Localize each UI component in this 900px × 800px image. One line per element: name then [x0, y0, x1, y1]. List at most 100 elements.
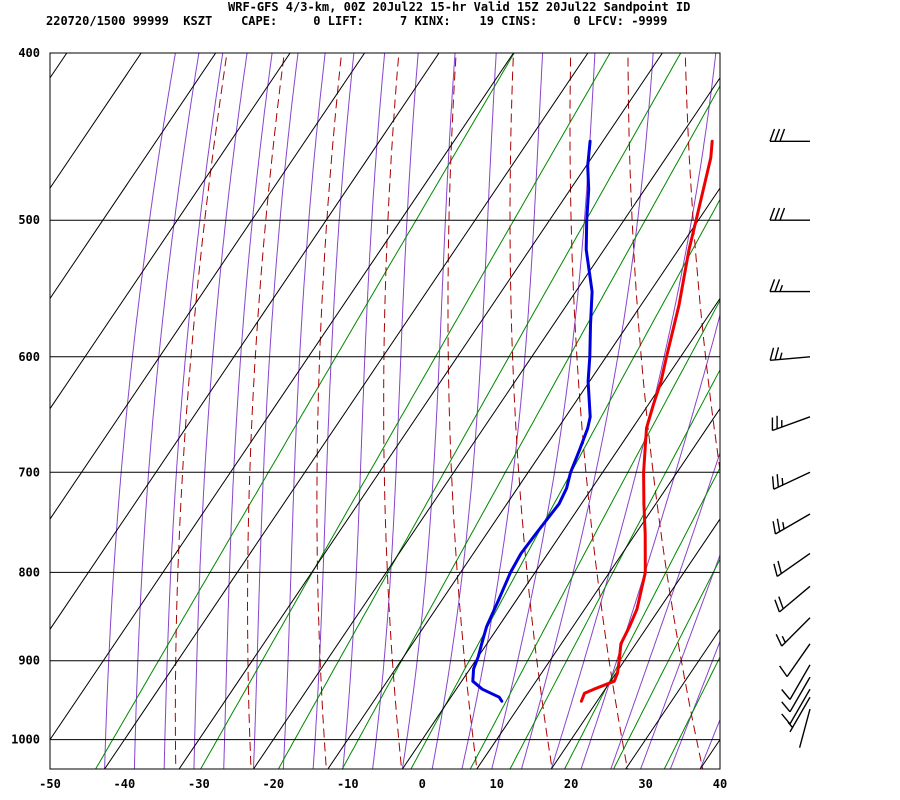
- wind-barb-flag: [777, 560, 782, 574]
- profiles: [471, 139, 714, 703]
- wind-barb: [781, 664, 811, 700]
- dry-adiabat: [627, 53, 704, 769]
- dry-adiabat: [316, 53, 343, 769]
- pressure-tick-label: 600: [18, 350, 40, 364]
- isotherm: [50, 53, 217, 300]
- moist-adiabat: [431, 53, 497, 769]
- pressure-tick-label: 400: [18, 46, 40, 60]
- dry-adiabat: [383, 53, 403, 769]
- isotherm: [327, 187, 720, 769]
- wind-barb-flag: [772, 521, 777, 535]
- moist-adiabat: [640, 553, 720, 769]
- temperature-tick-label: 30: [638, 777, 652, 791]
- pressure-tick-label: 700: [18, 465, 40, 479]
- mixing-ratio-line: [95, 53, 515, 769]
- wind-barb: [774, 585, 811, 613]
- isotherm: [550, 518, 720, 769]
- wind-barb-flag: [769, 347, 775, 361]
- chart-title: WRF-GFS 4/3-km, 00Z 20Jul22 15-hr Valid …: [228, 0, 691, 14]
- moist-adiabat: [223, 53, 273, 769]
- dry-adiabat: [174, 53, 228, 769]
- temperature-tick-label: -50: [39, 777, 61, 791]
- wind-barb-half-flag: [781, 635, 786, 643]
- isotherm: [401, 297, 720, 769]
- moist-adiabat: [730, 15, 900, 769]
- wind-barb-staff: [789, 676, 811, 713]
- wind-barb-staff: [789, 696, 811, 733]
- moist-adiabat: [461, 53, 544, 769]
- dry-adiabat: [742, 44, 854, 773]
- wind-barb-flag: [778, 596, 784, 610]
- wind-barb-flag: [774, 207, 781, 221]
- isotherm: [50, 53, 366, 520]
- wind-barb-flag: [769, 279, 776, 292]
- moist-adiabat: [401, 53, 456, 769]
- moist-adiabat: [282, 53, 326, 769]
- wind-barb-staff: [789, 664, 811, 700]
- mixing-ratio-line: [277, 53, 682, 769]
- isotherm: [625, 628, 720, 769]
- wind-barb-staff: [770, 356, 811, 361]
- moist-adiabat: [580, 313, 720, 769]
- background-lines: [50, 15, 900, 773]
- moist-adiabat: [312, 53, 355, 769]
- wind-barb: [772, 513, 811, 535]
- isotherm: [50, 53, 291, 410]
- wind-barb-staff: [776, 552, 811, 577]
- wind-barb-flag: [779, 665, 788, 678]
- wind-barb-staff: [772, 416, 811, 432]
- wind-barb-staff: [773, 471, 811, 490]
- isotherm: [104, 53, 589, 769]
- isotherm: [699, 738, 720, 769]
- moist-adiabat: [699, 718, 720, 769]
- sounding-indices: 220720/1500 99999 KSZT CAPE: 0 LIFT: 7 K…: [46, 14, 668, 28]
- isotherm: [50, 53, 514, 741]
- wind-barb: [773, 552, 811, 577]
- isotherm: [50, 53, 440, 631]
- axes: 400 500 600 700 800 900 1000 -50 -40 -30 -20 -10 0 10…: [11, 46, 727, 791]
- moist-adiabat: [163, 53, 224, 769]
- moist-adiabat: [133, 53, 200, 769]
- mixing-ratio-line: [509, 368, 720, 769]
- pressure-tick-label: 500: [18, 213, 40, 227]
- dry-adiabat: [447, 53, 478, 769]
- wind-barbs: [769, 128, 811, 748]
- wind-barb-staff: [798, 708, 811, 748]
- wind-barb-flag: [771, 476, 775, 490]
- dry-adiabat: [684, 53, 720, 474]
- wind-barb-half-flag: [779, 284, 784, 292]
- wind-barb: [781, 676, 811, 713]
- wind-barb-flag: [773, 563, 778, 577]
- mixing-ratio-line: [341, 84, 720, 769]
- moist-adiabat: [521, 53, 654, 769]
- dry-adiabat: [856, 44, 900, 773]
- wind-barb-flag: [774, 279, 781, 292]
- temperature-tick-label: -20: [262, 777, 284, 791]
- moist-adiabat: [104, 53, 176, 769]
- wind-barb-flag: [769, 207, 776, 221]
- temperature-tick-label: -30: [188, 777, 210, 791]
- wind-barb: [769, 207, 810, 221]
- moist-adiabat: [610, 451, 720, 769]
- wind-barb-half-flag: [779, 352, 783, 360]
- mixing-ratio-line: [410, 198, 720, 769]
- dry-adiabat: [799, 44, 900, 773]
- mixing-ratio-line: [613, 558, 720, 769]
- moist-adiabat: [669, 640, 720, 769]
- wind-barb-flag: [774, 599, 781, 613]
- wind-barb-flag: [781, 689, 791, 700]
- pressure-tick-label: 1000: [11, 733, 40, 747]
- wind-barb: [787, 696, 811, 733]
- temperature-tick-label: 10: [489, 777, 503, 791]
- mixing-ratio-line: [469, 299, 720, 769]
- wind-barb: [771, 471, 811, 490]
- moist-adiabat: [372, 53, 419, 769]
- wind-barb-flag: [779, 128, 786, 142]
- wind-barb-half-flag: [782, 521, 785, 530]
- wind-barb-staff: [786, 643, 811, 678]
- isotherm: [253, 76, 720, 769]
- temperature-tick-label: -40: [114, 777, 136, 791]
- wind-barb-staff: [789, 688, 811, 725]
- moist-adiabat: [193, 53, 248, 769]
